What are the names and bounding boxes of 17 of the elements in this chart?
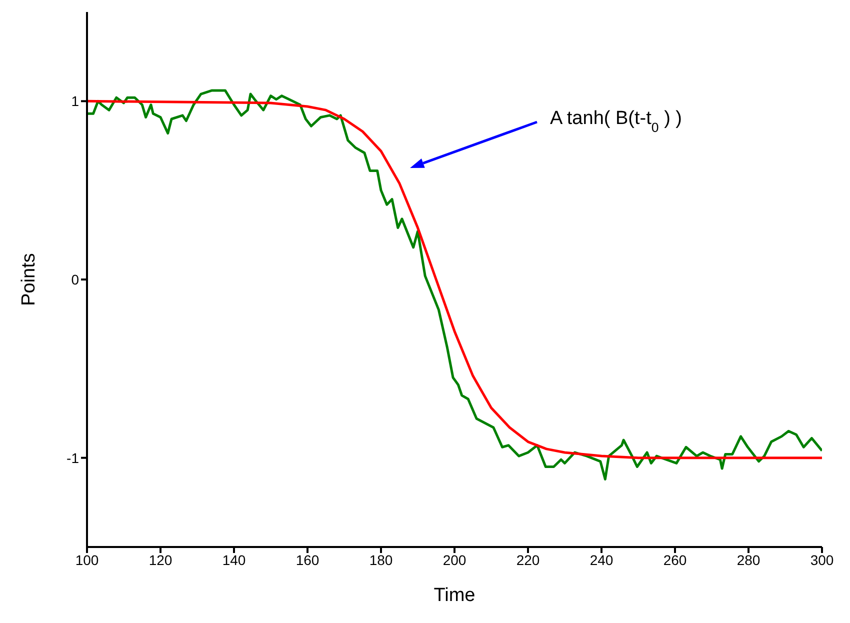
annotation: A tanh( B(t-t$_{0}$) ) (550, 108, 682, 134)
x-tick-label: 120 (148, 552, 172, 568)
x-axis-title: Time (434, 585, 476, 606)
x-tick-label: 180 (369, 552, 393, 568)
y-tick-label: -1 (66, 450, 80, 466)
x-tick-label: 140 (222, 552, 246, 568)
x-tick-label: 100 (75, 552, 99, 568)
y-axis-title: Points (18, 253, 40, 306)
x-tick-label: 220 (516, 552, 540, 568)
x-tick-label: 260 (663, 552, 687, 568)
x-tick-label: 200 (442, 552, 466, 568)
x-tick-label: 160 (296, 552, 320, 568)
x-tick-label: 280 (736, 552, 760, 568)
x-tick-label: 300 (810, 552, 834, 568)
y-tick-label: 0 (71, 271, 80, 288)
y-tick-label: 1 (71, 93, 80, 110)
x-tick-label: 240 (590, 552, 614, 568)
